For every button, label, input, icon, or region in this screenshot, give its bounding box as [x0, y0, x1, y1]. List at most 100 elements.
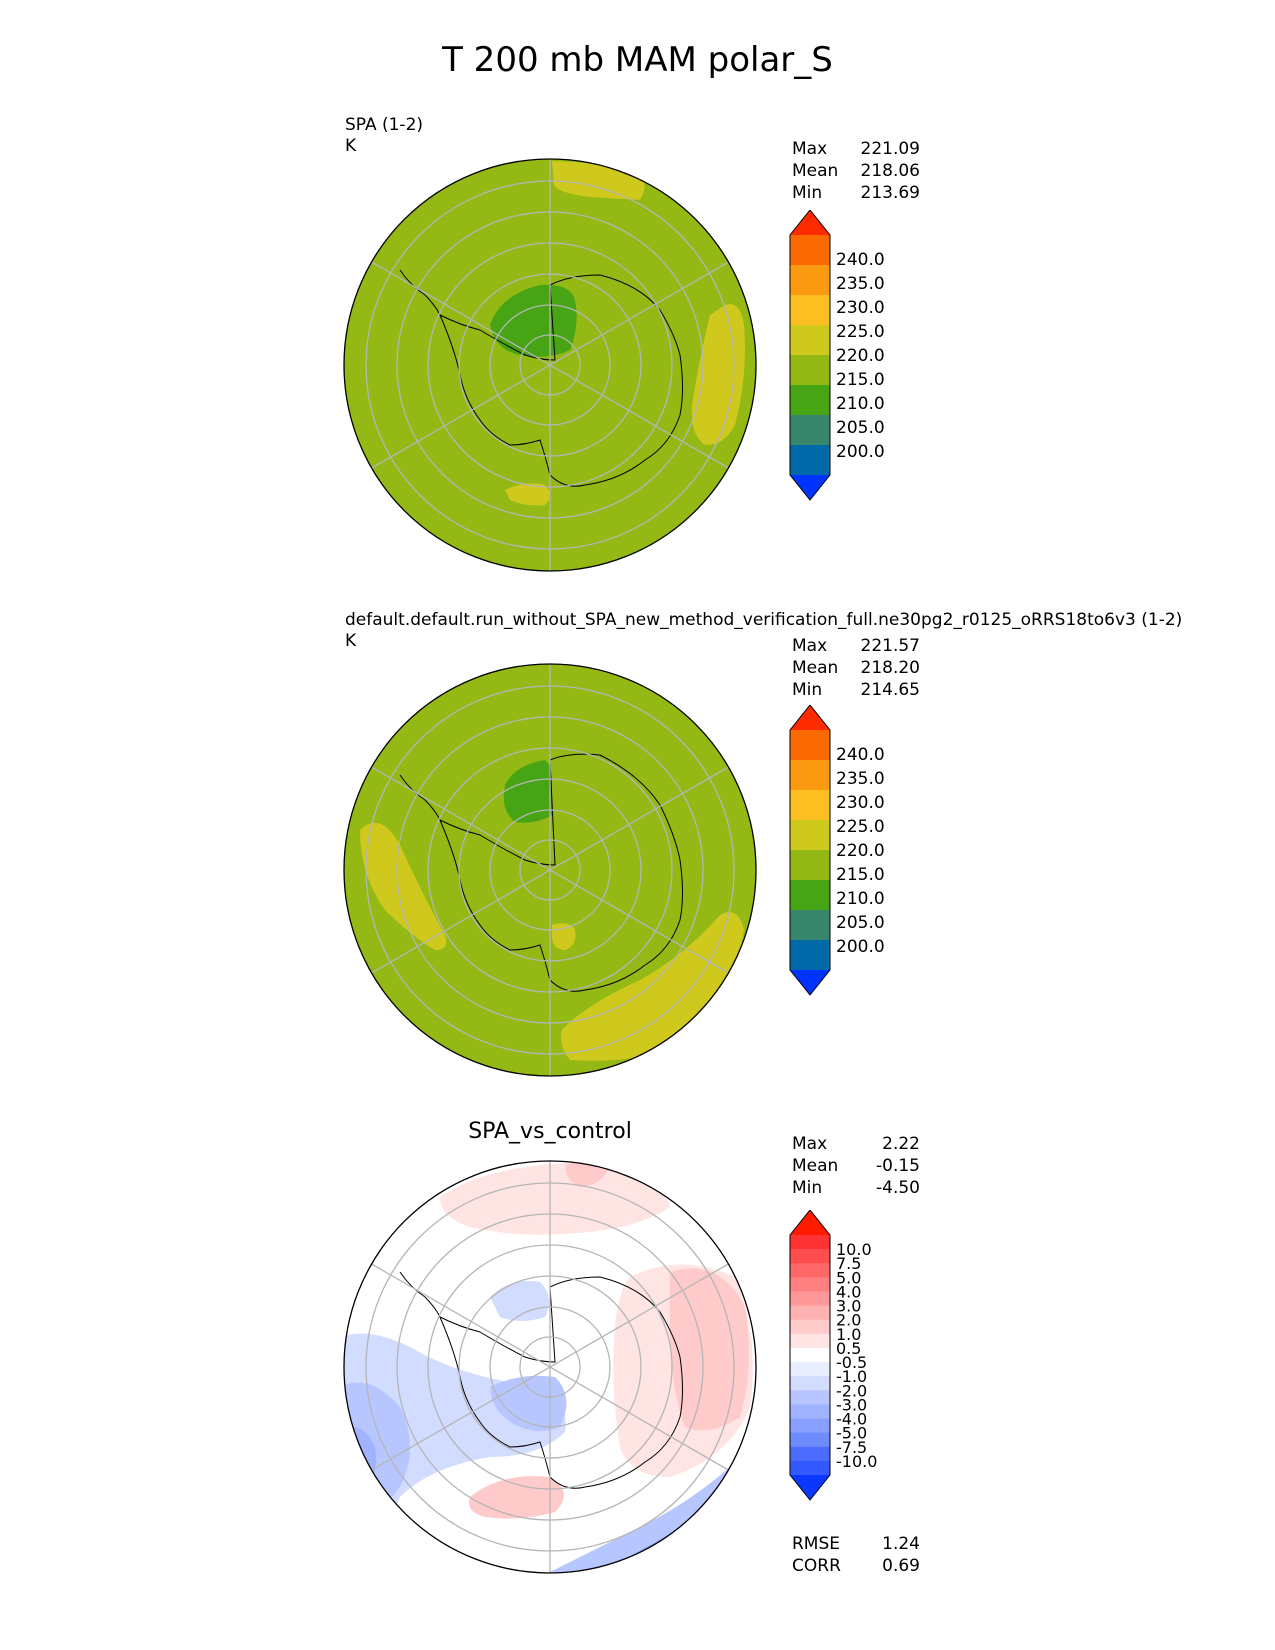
map-boundary	[343, 158, 757, 572]
stat-mean-label: Mean	[792, 658, 839, 678]
panel-test-name: SPA (1-2)	[345, 115, 424, 135]
field-warm-patch	[469, 1476, 564, 1519]
colorbar-swatch	[790, 265, 830, 296]
colorbar-tick-label: 7.5	[836, 1254, 861, 1273]
colorbar-swatch	[790, 1376, 830, 1391]
field-warm-patch	[440, 1162, 670, 1235]
panel-reference: default.default.run_without_SPA_new_meth…	[0, 610, 1275, 1080]
field-cold-patch	[490, 1281, 549, 1321]
panel-difference-metrics: RMSE 1.24 CORR 0.69	[792, 1533, 920, 1577]
colorbar-swatch	[790, 1291, 830, 1307]
panel-difference-title: SPA_vs_control	[468, 1119, 632, 1144]
stat-max-value: 221.57	[860, 636, 920, 656]
colorbar-swatch	[790, 850, 830, 881]
polar-map-test	[343, 158, 757, 572]
coastline	[439, 753, 683, 992]
field-warm-patch	[360, 822, 447, 950]
figure-title: T 200 mb MAM polar_S	[442, 40, 833, 80]
colorbar-reference: 240.0 235.0 230.0 225.0 220.0 215.0 210.0 205.0…	[789, 705, 885, 996]
stat-min-value: -4.50	[876, 1178, 920, 1198]
colorbar-tick-label: 1.0	[836, 1325, 861, 1344]
field-warm-patch	[565, 1161, 608, 1187]
colorbar-tick-label: 240.0	[836, 250, 885, 270]
metric-rmse-label: RMSE	[792, 1534, 841, 1554]
colorbar-tick-label: -3.0	[836, 1395, 867, 1414]
coastline	[439, 274, 683, 487]
stat-mean-value: 218.20	[860, 658, 920, 678]
coastline-peninsula	[399, 774, 441, 821]
graticule	[365, 159, 735, 571]
colorbar-swatch	[790, 325, 830, 356]
colorbar-swatch	[790, 415, 830, 446]
colorbar-tick-label: -1.0	[836, 1367, 867, 1386]
panel-test: SPA (1-2) K Max 221.09 Mean 218.06 Min 213.…	[0, 115, 1275, 585]
panel-difference: SPA_vs_control Max 2.22 Mean -0.15 Min -4.5…	[0, 1115, 1275, 1585]
stat-max-label: Max	[792, 1134, 828, 1154]
coastline	[439, 1276, 683, 1489]
stat-min-label: Min	[792, 1178, 823, 1198]
colorbar-tick-label: 235.0	[836, 769, 885, 789]
colorbar-swatch	[790, 1418, 830, 1434]
colorbar-swatch	[790, 1235, 830, 1250]
polar-map-reference	[343, 663, 757, 1077]
colorbar-tick-label: 5.0	[836, 1268, 861, 1287]
stat-min-value: 214.65	[860, 680, 920, 700]
colorbar-tick-label: 2.0	[836, 1311, 861, 1330]
panel-test-units: K	[345, 136, 357, 156]
colorbar-extend-max	[790, 1210, 830, 1235]
colorbar-swatch	[790, 1249, 830, 1264]
panel-reference-name: default.default.run_without_SPA_new_meth…	[345, 610, 1183, 630]
colorbar-extend-min	[790, 475, 830, 500]
colorbar-swatch	[790, 355, 830, 386]
colorbar-outline	[789, 1210, 831, 1501]
colorbar-tick-label: 4.0	[836, 1282, 861, 1301]
colorbar-tick-label: 230.0	[836, 298, 885, 318]
colorbar-tick-label: 3.0	[836, 1297, 861, 1316]
panel-test-title: SPA (1-2) K	[345, 115, 423, 157]
panel-reference-units: K	[345, 631, 357, 651]
stat-max-value: 221.09	[860, 139, 920, 159]
colorbar-swatch	[790, 385, 830, 416]
panel-reference-stats: Max 221.57 Mean 218.20 Min 214.65	[792, 635, 920, 701]
colorbar-extend-min	[790, 1475, 830, 1500]
colorbar-tick-label: -2.0	[836, 1381, 867, 1400]
field-warm-patch	[670, 1268, 749, 1431]
metric-rmse-value: 1.24	[882, 1534, 920, 1554]
stat-max-value: 2.22	[882, 1134, 920, 1154]
colorbar-tick-label: 220.0	[836, 346, 885, 366]
colorbar-swatch	[790, 790, 830, 821]
field-cold-patch	[503, 760, 552, 823]
colorbar-extend-max	[790, 210, 830, 235]
colorbar-swatch	[790, 880, 830, 911]
colorbar-swatch	[790, 1404, 830, 1420]
colorbar-swatch	[790, 1432, 830, 1448]
colorbar-swatch	[790, 1305, 830, 1321]
colorbar-extend-min	[790, 970, 830, 995]
colorbar-tick-label: 205.0	[836, 418, 885, 438]
colorbar-tick-label: 200.0	[836, 937, 885, 957]
colorbar-tick-label: 0.5	[836, 1339, 861, 1358]
metric-corr-value: 0.69	[882, 1556, 920, 1576]
colorbar-tick-label: -7.5	[836, 1438, 867, 1457]
colorbar-tick-label: 240.0	[836, 745, 885, 765]
field-cold-patch	[490, 1375, 567, 1431]
colorbar-swatch	[790, 940, 830, 971]
coastline-peninsula	[399, 269, 441, 316]
colorbar-swatch	[790, 235, 830, 266]
graticule	[365, 664, 735, 1076]
colorbar-swatch	[790, 910, 830, 941]
colorbar-swatch	[790, 1263, 830, 1278]
stat-min-value: 213.69	[860, 183, 920, 203]
colorbar-swatch	[790, 1460, 830, 1476]
colorbar-tick-label: -0.5	[836, 1353, 867, 1372]
colorbar-tick-label: 210.0	[836, 889, 885, 909]
colorbar-tick-label: -5.0	[836, 1424, 867, 1443]
stat-mean-label: Mean	[792, 161, 839, 181]
colorbar-swatch	[790, 1333, 830, 1349]
stat-max-label: Max	[792, 636, 828, 656]
stat-min-label: Min	[792, 183, 823, 203]
stat-mean-value: -0.15	[876, 1156, 920, 1176]
colorbar-swatch	[790, 1319, 830, 1335]
colorbar-swatch	[790, 760, 830, 791]
colorbar-tick-label: 215.0	[836, 370, 885, 390]
